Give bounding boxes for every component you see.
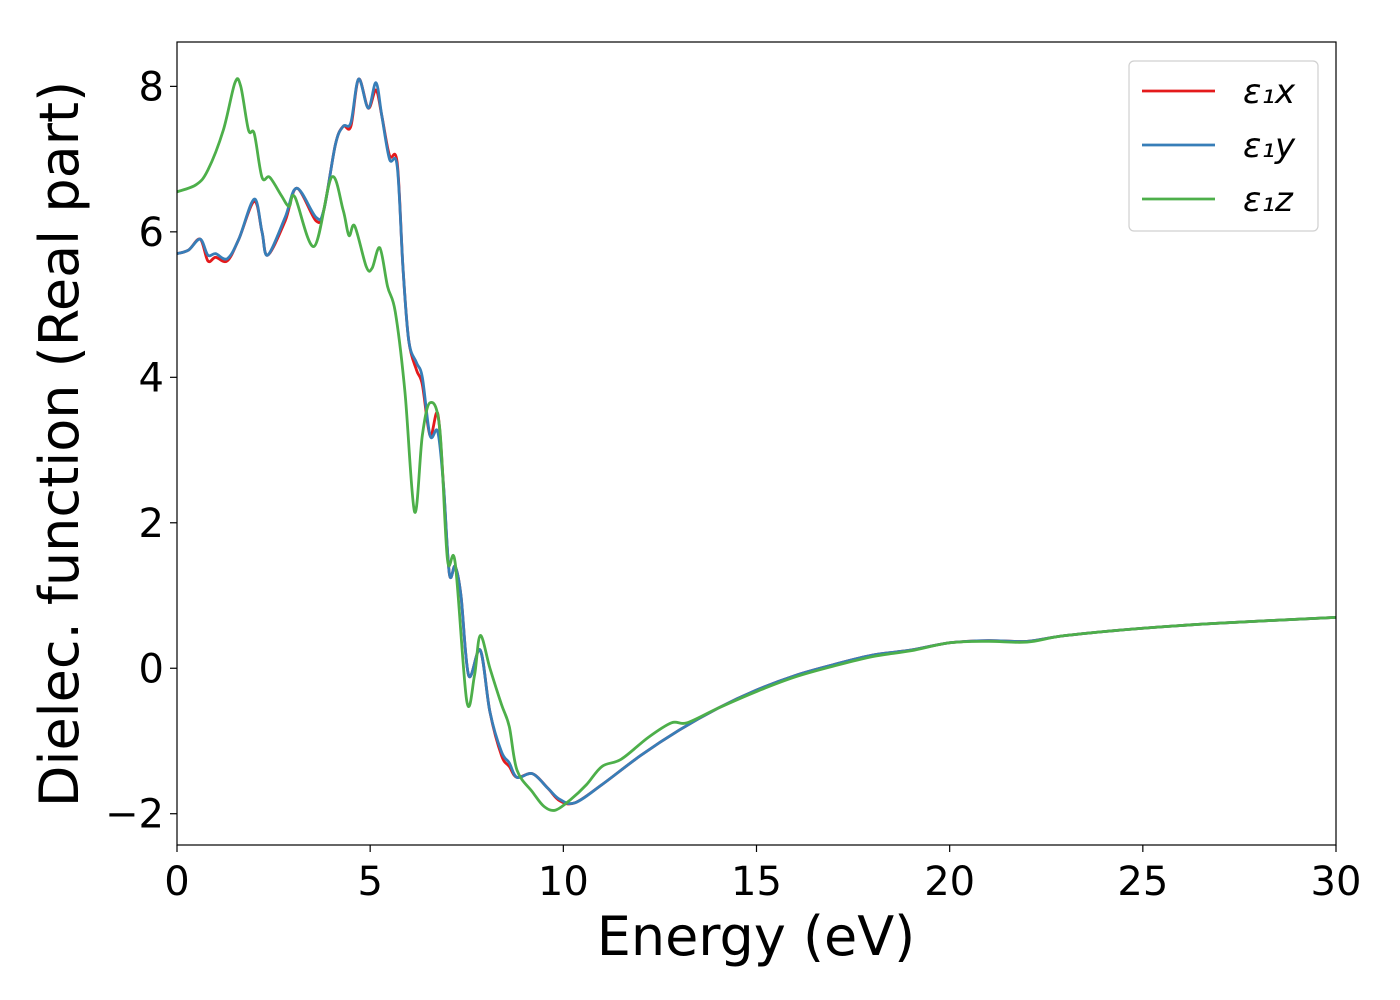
x-tick-label: 20 — [924, 859, 975, 905]
legend: ε₁x ε₁y ε₁z — [1128, 60, 1319, 232]
x-axis-label: Energy (eV) — [597, 905, 916, 968]
legend-label-0: ε₁x — [1243, 72, 1296, 112]
series-layer — [176, 77, 1337, 812]
x-tick-label: 5 — [357, 859, 382, 905]
y-tick-label: 8 — [139, 64, 164, 110]
legend-box — [1128, 60, 1319, 232]
x-tick-label: 30 — [1311, 859, 1362, 905]
legend-label-2: ε₁z — [1243, 180, 1294, 220]
y-tick-label: −2 — [105, 792, 164, 838]
series-line-2 — [176, 77, 1337, 812]
y-axis-label: Dielec. function (Real part) — [28, 81, 91, 807]
x-tick-label: 25 — [1117, 859, 1168, 905]
legend-label-1: ε₁y — [1243, 126, 1296, 166]
x-tick-label: 15 — [731, 859, 782, 905]
x-tick-label: 10 — [538, 859, 589, 905]
y-tick-label: 4 — [139, 355, 164, 401]
y-tick-label: 2 — [139, 501, 164, 547]
x-tick-label: 0 — [164, 859, 189, 905]
y-tick-label: 6 — [139, 210, 164, 256]
y-tick-label: 0 — [139, 646, 164, 692]
